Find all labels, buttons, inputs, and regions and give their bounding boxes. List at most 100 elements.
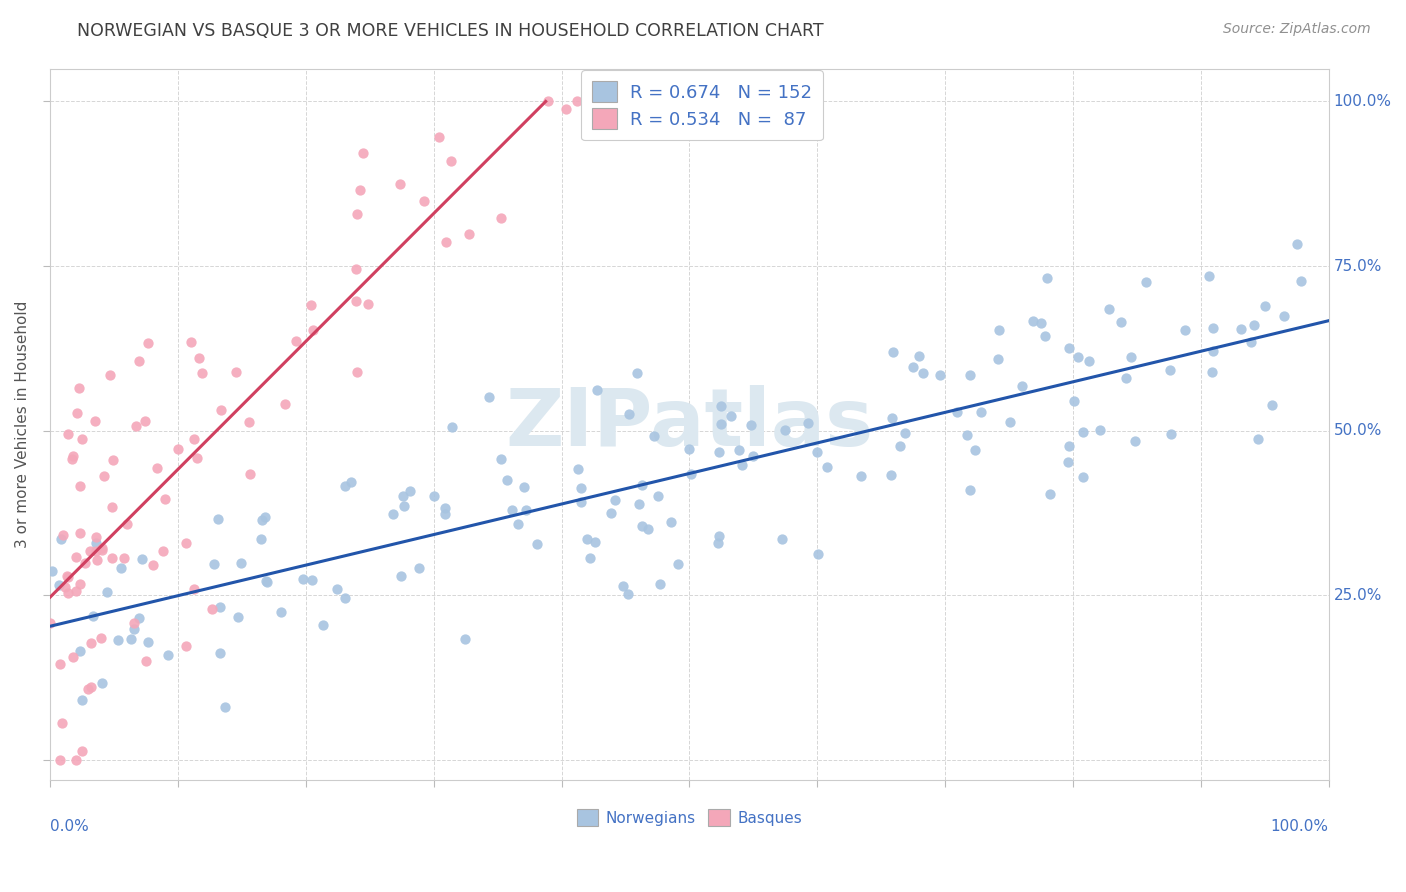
Point xyxy=(207,512,229,526)
Point xyxy=(1057,341,1080,355)
Point xyxy=(382,508,405,522)
Point xyxy=(1057,439,1080,453)
Point xyxy=(250,513,273,527)
Point xyxy=(987,322,1010,336)
Point xyxy=(1240,334,1263,349)
Point xyxy=(346,207,368,221)
Point xyxy=(110,561,132,575)
Point xyxy=(740,418,762,433)
Point xyxy=(174,639,197,653)
Point xyxy=(617,407,640,421)
Point xyxy=(93,469,115,483)
Point xyxy=(1254,299,1277,313)
Point xyxy=(440,154,463,169)
Point xyxy=(254,574,277,588)
Point xyxy=(679,467,702,482)
Point xyxy=(135,654,157,668)
Point xyxy=(389,569,412,583)
Point xyxy=(48,578,70,592)
Point xyxy=(131,552,153,566)
Point xyxy=(270,606,292,620)
Point xyxy=(344,261,367,276)
Point xyxy=(214,699,236,714)
Point xyxy=(69,577,91,591)
Point xyxy=(77,681,100,696)
Point xyxy=(433,508,456,522)
Point xyxy=(333,591,356,605)
Point xyxy=(101,500,124,515)
Point xyxy=(1063,394,1085,409)
Point xyxy=(815,459,838,474)
Point xyxy=(1022,313,1045,327)
Point xyxy=(727,443,749,458)
Point xyxy=(1201,343,1223,358)
Point xyxy=(707,444,730,458)
Point xyxy=(579,551,602,566)
Point xyxy=(60,451,83,466)
Point xyxy=(1057,455,1080,469)
Point xyxy=(107,632,129,647)
Point xyxy=(1272,310,1295,324)
Point xyxy=(434,500,457,515)
Point xyxy=(152,543,174,558)
Point xyxy=(339,475,361,489)
Point xyxy=(1229,321,1251,335)
Point xyxy=(299,298,322,312)
Point xyxy=(576,533,599,547)
Point xyxy=(96,584,118,599)
Point xyxy=(586,383,609,397)
Point xyxy=(1198,268,1220,283)
Point xyxy=(53,580,76,594)
Point xyxy=(515,502,537,516)
Point xyxy=(349,182,371,196)
Point xyxy=(285,334,308,349)
Point xyxy=(70,743,93,757)
Point xyxy=(436,235,458,249)
Point xyxy=(770,533,793,547)
Point xyxy=(82,609,104,624)
Text: ZIPatlas: ZIPatlas xyxy=(505,385,873,463)
Point xyxy=(65,753,87,767)
Point xyxy=(1123,434,1146,449)
Point xyxy=(1029,316,1052,330)
Point xyxy=(901,359,924,374)
Point xyxy=(678,442,700,456)
Point xyxy=(128,611,150,625)
Point xyxy=(637,522,659,536)
Point xyxy=(412,194,434,208)
Point xyxy=(56,585,79,599)
Text: Source: ZipAtlas.com: Source: ZipAtlas.com xyxy=(1223,22,1371,37)
Point xyxy=(1036,271,1059,285)
Point xyxy=(959,483,981,497)
Point xyxy=(191,366,214,380)
Point xyxy=(1135,275,1157,289)
Point xyxy=(84,530,107,544)
Point xyxy=(423,489,446,503)
Point xyxy=(1202,321,1225,335)
Point xyxy=(225,365,247,379)
Point xyxy=(69,479,91,493)
Point xyxy=(128,354,150,368)
Point xyxy=(39,616,62,631)
Text: NORWEGIAN VS BASQUE 3 OR MORE VEHICLES IN HOUSEHOLD CORRELATION CHART: NORWEGIAN VS BASQUE 3 OR MORE VEHICLES I… xyxy=(77,22,824,40)
Point xyxy=(603,492,626,507)
Point xyxy=(101,551,124,566)
Text: 100.0%: 100.0% xyxy=(1334,94,1392,109)
Point xyxy=(959,368,981,382)
Point xyxy=(249,532,271,546)
Point xyxy=(51,715,73,730)
Point xyxy=(239,467,262,482)
Point xyxy=(851,469,873,483)
Point xyxy=(69,643,91,657)
Point xyxy=(907,350,929,364)
Point xyxy=(333,479,356,493)
Point xyxy=(201,602,224,616)
Point xyxy=(1071,425,1094,439)
Point xyxy=(631,477,654,491)
Point xyxy=(1260,398,1282,412)
Point xyxy=(555,102,578,116)
Point xyxy=(238,415,260,429)
Point xyxy=(80,681,103,695)
Point xyxy=(291,573,314,587)
Point xyxy=(526,537,548,551)
